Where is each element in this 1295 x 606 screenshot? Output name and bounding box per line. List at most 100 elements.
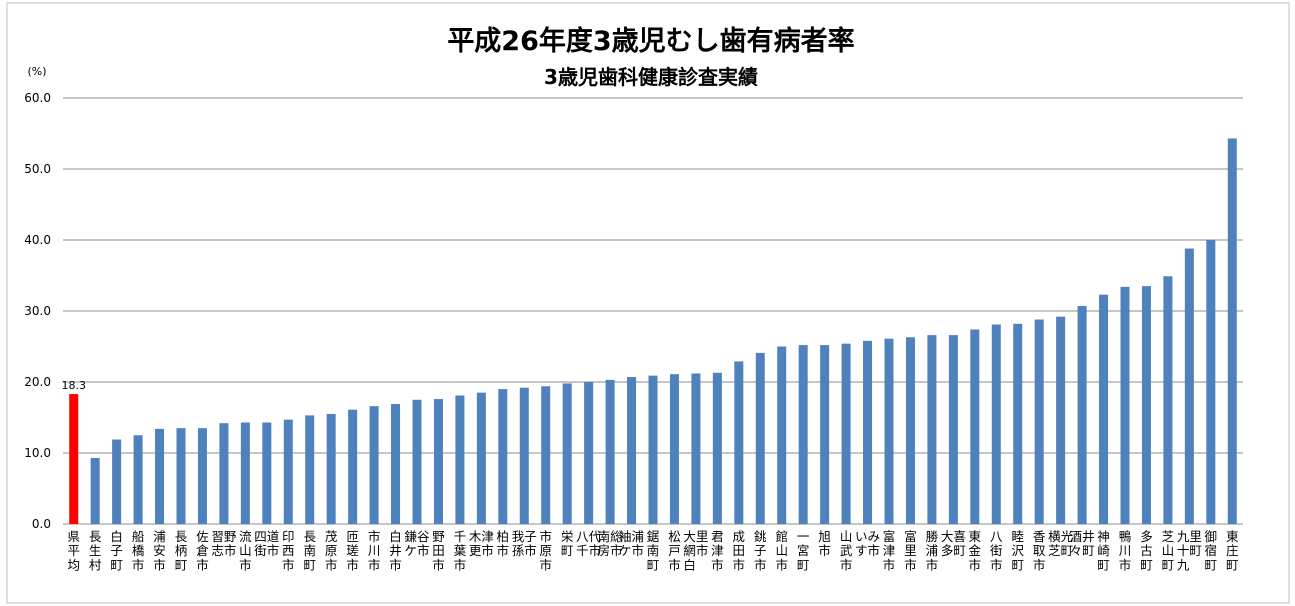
x-tick-label: 野田市 <box>432 529 445 572</box>
x-tick-label: 御宿町 <box>1205 529 1218 572</box>
x-tick-label: 大多喜町 <box>941 529 966 558</box>
bar <box>905 337 915 524</box>
chart-subtitle: 3歳児歯科健康診査実績 <box>544 65 758 89</box>
x-tick-label: 多古町 <box>1140 529 1153 572</box>
x-tick-label: 千葉市 <box>454 529 467 572</box>
bar <box>240 422 250 524</box>
bar <box>197 428 207 524</box>
bar <box>562 383 572 524</box>
x-tick-label: 習志野市 <box>211 529 237 558</box>
bar <box>777 346 787 524</box>
data-label: 18.3 <box>61 379 86 392</box>
bar <box>734 361 744 524</box>
x-tick-label: 白井市 <box>389 529 402 572</box>
x-tick-label: 大網白里市 <box>683 529 708 572</box>
bar <box>1077 306 1087 524</box>
y-tick-label: 10.0 <box>24 446 51 460</box>
y-axis-unit-label: (%) <box>27 65 46 78</box>
bar <box>1227 138 1237 524</box>
x-tick-label: 四街道市 <box>254 529 280 558</box>
x-tick-label: 山武市 <box>840 529 853 572</box>
x-tick-label: 茂原市 <box>325 529 338 572</box>
x-tick-label: 成田市 <box>733 529 746 572</box>
x-tick-label: 木更津市 <box>469 529 494 558</box>
x-tick-label: 八千代市 <box>576 529 602 558</box>
bar <box>927 335 937 524</box>
bar <box>455 395 465 524</box>
bar-highlight <box>69 394 79 524</box>
bar <box>820 345 830 524</box>
x-tick-label: 銚子市 <box>754 529 767 572</box>
bar <box>712 372 722 524</box>
x-tick-label: 浦安市 <box>153 529 166 572</box>
bar <box>1056 316 1066 524</box>
bar <box>755 352 765 524</box>
x-tick-label: 柏市 <box>497 529 510 558</box>
x-tick-label: 神崎町 <box>1097 529 1110 572</box>
bar <box>1184 248 1194 524</box>
x-tick-label: 睦沢町 <box>1011 529 1024 572</box>
bar <box>1141 286 1151 524</box>
x-tick-label: 松戸市 <box>668 529 681 572</box>
chart-title: 平成26年度3歳児むし歯有病者率 <box>447 25 854 57</box>
bar <box>1120 286 1130 524</box>
bar <box>262 422 272 524</box>
bar <box>991 324 1001 524</box>
x-tick-label: 白子町 <box>110 529 123 572</box>
x-tick-label: 君津市 <box>711 529 724 572</box>
y-tick-label: 50.0 <box>24 162 51 176</box>
bar <box>841 343 851 524</box>
x-tick-label: 一宮町 <box>797 529 810 572</box>
bar <box>219 423 229 524</box>
y-tick-label: 40.0 <box>24 233 51 247</box>
bar <box>412 399 422 524</box>
bar <box>305 415 315 524</box>
x-axis-labels: 県平均長生村白子町船橋市浦安市長柄町佐倉市習志野市流山市四街道市印西市長南町茂原… <box>67 529 1239 572</box>
bar <box>948 335 958 524</box>
bar <box>369 406 379 524</box>
bar <box>391 404 401 524</box>
bar <box>691 373 701 524</box>
y-tick-label: 30.0 <box>24 304 51 318</box>
bar <box>1034 319 1044 524</box>
bar <box>476 392 486 524</box>
x-tick-label: 市川市 <box>368 529 381 572</box>
bar <box>90 457 100 524</box>
x-tick-label: 鋸南町 <box>647 529 660 572</box>
bar <box>433 399 443 524</box>
x-tick-label: 船橋市 <box>132 529 145 572</box>
x-tick-label: 南房総市 <box>598 529 624 558</box>
x-tick-label: 県平均 <box>67 529 80 572</box>
bar <box>584 382 594 524</box>
x-tick-label: いすみ市 <box>855 529 880 558</box>
bar <box>326 413 336 524</box>
y-tick-label: 20.0 <box>24 375 51 389</box>
x-tick-label: 東庄町 <box>1226 529 1239 572</box>
chart-border <box>6 2 1290 604</box>
gridlines <box>63 97 1243 525</box>
bar <box>519 387 529 524</box>
x-tick-label: 八街市 <box>990 529 1003 572</box>
x-tick-label: 富里市 <box>904 529 917 572</box>
x-tick-label: 長南町 <box>303 529 316 572</box>
bar <box>884 338 894 524</box>
y-axis-ticks: 0.0 10.0 20.0 30.0 40.0 50.0 60.0 <box>24 91 51 531</box>
bar <box>798 345 808 524</box>
y-tick-label: 60.0 <box>24 91 51 105</box>
y-tick-label: 0.0 <box>32 517 51 531</box>
bar <box>112 439 122 524</box>
x-tick-label: 香取市 <box>1033 529 1046 572</box>
x-tick-label: 旭市 <box>818 529 831 558</box>
bar <box>283 419 293 524</box>
x-tick-label: 長柄町 <box>175 529 188 572</box>
x-tick-label: 勝浦市 <box>926 529 939 572</box>
bar <box>1163 276 1173 524</box>
x-tick-label: 長生村 <box>89 529 102 572</box>
x-tick-label: 匝瑳市 <box>346 529 359 572</box>
x-tick-label: 富津市 <box>883 529 896 572</box>
x-tick-label: 我孫子市 <box>512 529 537 558</box>
x-tick-label: 芝山町 <box>1162 529 1175 572</box>
x-tick-label: 横芝光町 <box>1048 529 1073 558</box>
